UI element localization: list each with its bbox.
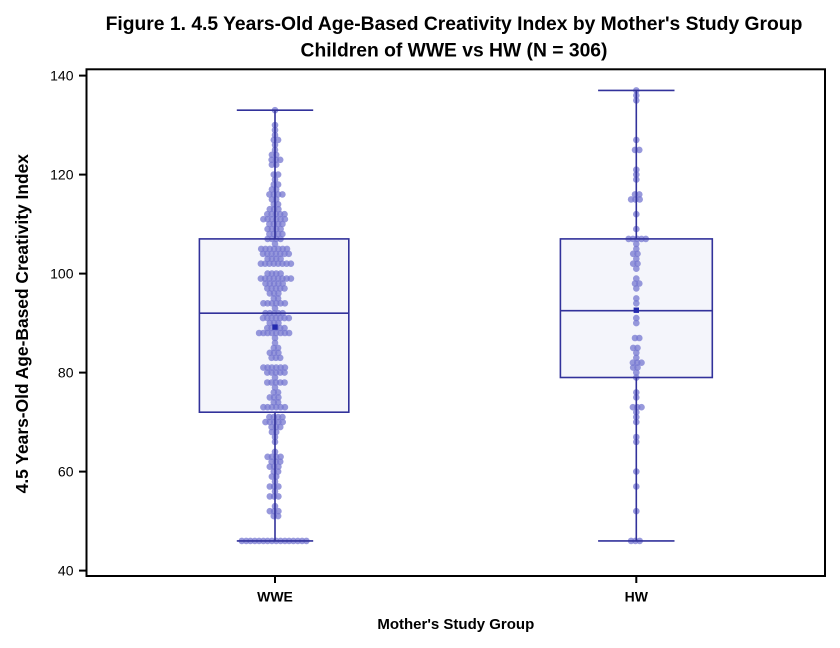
svg-text:HW: HW bbox=[625, 588, 649, 604]
svg-text:40: 40 bbox=[58, 563, 74, 579]
svg-text:WWE: WWE bbox=[257, 588, 293, 604]
svg-text:Figure 1. 4.5 Years-Old Age-Ba: Figure 1. 4.5 Years-Old Age-Based Creati… bbox=[106, 14, 803, 35]
svg-text:120: 120 bbox=[50, 167, 74, 183]
svg-text:4.5 Years-Old Age-Based Creati: 4.5 Years-Old Age-Based Creativity Index bbox=[12, 154, 32, 494]
svg-text:60: 60 bbox=[58, 464, 74, 480]
svg-text:Mother's Study Group: Mother's Study Group bbox=[377, 616, 534, 633]
svg-text:80: 80 bbox=[58, 365, 74, 381]
svg-text:100: 100 bbox=[50, 266, 74, 282]
svg-text:140: 140 bbox=[50, 68, 74, 84]
svg-text:Children of WWE vs HW (N = 306: Children of WWE vs HW (N = 306) bbox=[301, 40, 608, 61]
